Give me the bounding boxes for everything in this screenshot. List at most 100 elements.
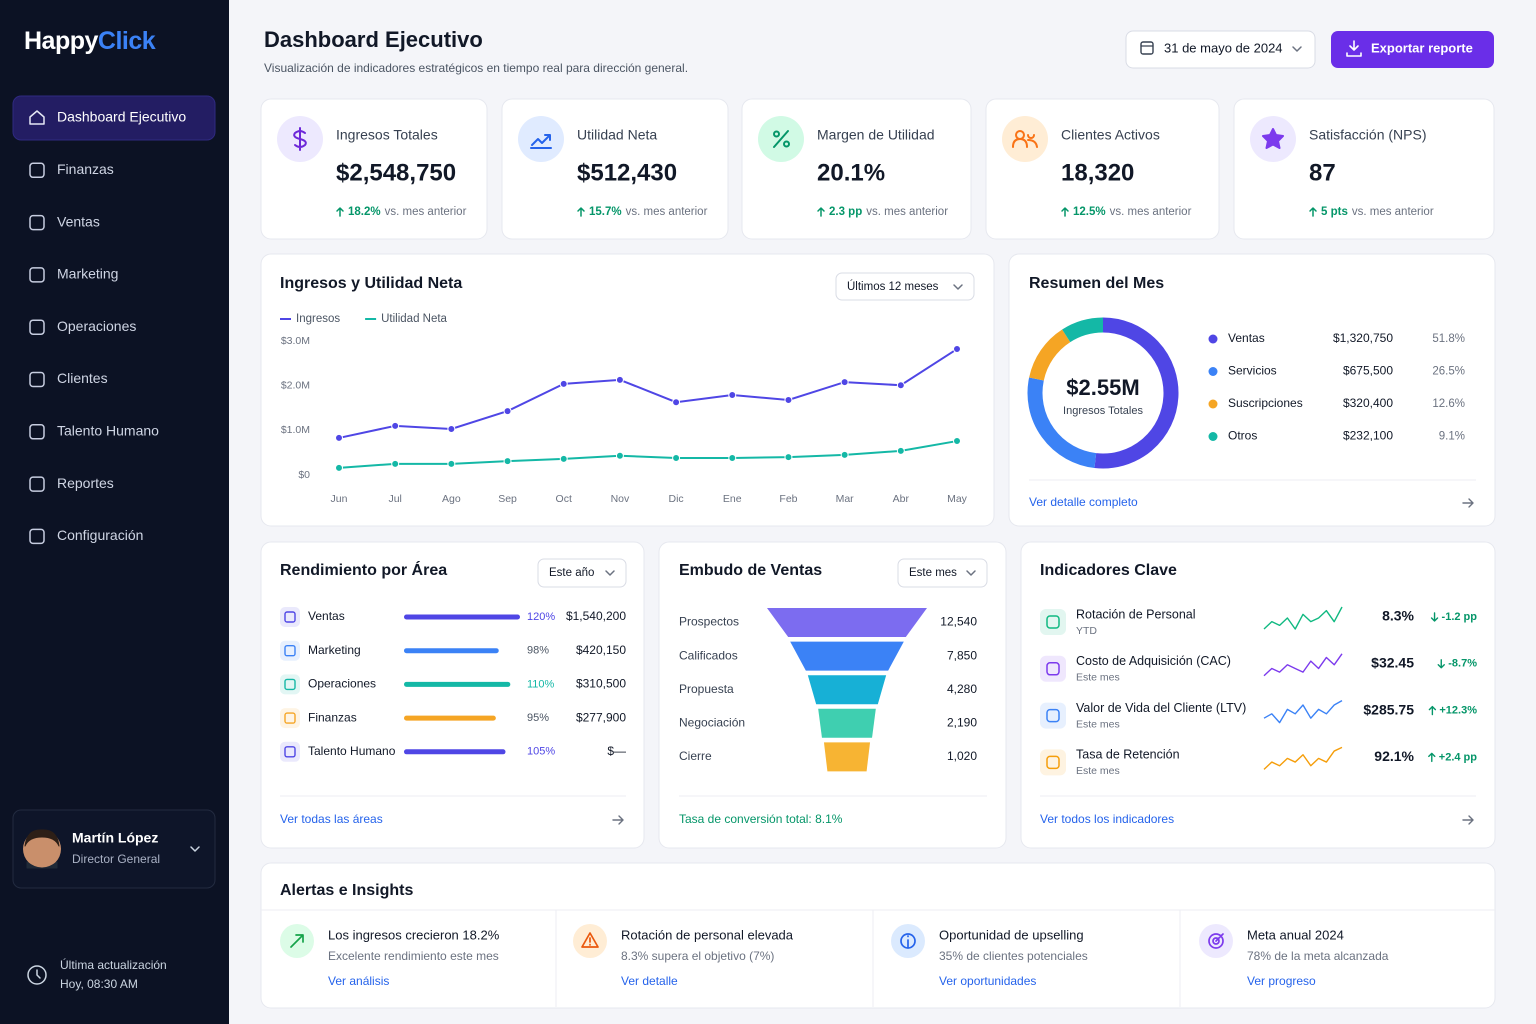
- stage-label: Propuesta: [679, 682, 734, 696]
- kpi-change: 18.2%: [348, 206, 381, 218]
- period-dropdown[interactable]: [897, 558, 988, 588]
- alert-glyph: [900, 933, 916, 949]
- line-series: [338, 440, 958, 469]
- stage-label: Negociación: [679, 715, 745, 729]
- alert-glyph: [290, 934, 304, 948]
- data-point: [953, 345, 961, 354]
- nav-item[interactable]: Configuración: [57, 527, 143, 543]
- link[interactable]: Ver detalle: [621, 974, 678, 988]
- x-tick-label: Feb: [779, 493, 797, 505]
- line-series: [338, 348, 958, 439]
- data-point: [728, 391, 737, 400]
- legend-label: Servicios: [1228, 364, 1277, 378]
- bar-label: 105%: [527, 746, 555, 758]
- period-label[interactable]: Este año: [549, 567, 594, 579]
- nav-item[interactable]: Finanzas: [57, 161, 114, 177]
- data-point: [615, 375, 624, 384]
- legend-amount: $1,320,750: [1333, 331, 1393, 345]
- stage-label: Prospectos: [679, 615, 739, 629]
- donut-center-value: $2.55M: [1066, 375, 1139, 400]
- legend-percent: 12.6%: [1432, 398, 1465, 410]
- link[interactable]: Ver detalle completo: [1029, 495, 1138, 509]
- bar-label: 98%: [527, 645, 549, 657]
- x-tick-label: Sep: [498, 493, 517, 505]
- export-button[interactable]: [1331, 31, 1494, 68]
- indicator-period: Este mes: [1076, 672, 1120, 684]
- change-arrow: [1428, 705, 1437, 716]
- period-dropdown[interactable]: [835, 272, 975, 301]
- nav-item[interactable]: Dashboard Ejecutivo: [57, 109, 186, 125]
- stage-value: 7,850: [947, 648, 977, 662]
- indicator-icon: [1040, 749, 1066, 776]
- indicator-change: +12.3%: [1439, 705, 1477, 717]
- logo-part: Click: [98, 27, 156, 55]
- funnel-stage: [823, 742, 871, 772]
- kpi-change: 5 pts: [1321, 206, 1348, 218]
- nav-item[interactable]: Clientes: [57, 370, 108, 386]
- legend-amount: $320,400: [1343, 396, 1393, 410]
- indicator-change: -1.2 pp: [1442, 611, 1478, 623]
- export-label[interactable]: Exportar reporte: [1371, 40, 1473, 55]
- area-name: Operaciones: [308, 677, 376, 691]
- card: [1233, 98, 1495, 240]
- logo: HappyClick: [24, 27, 156, 55]
- data-point: [896, 446, 905, 455]
- indicator-period: Este mes: [1076, 765, 1120, 777]
- nav-item[interactable]: Talento Humano: [57, 423, 159, 439]
- kpi-label: Utilidad Neta: [577, 127, 657, 143]
- kpi-label: Satisfacción (NPS): [1309, 127, 1426, 143]
- kpi-glyph: [773, 130, 790, 148]
- x-tick-label: Jun: [331, 493, 348, 505]
- period-label[interactable]: Este mes: [909, 567, 957, 579]
- area-icon: [280, 607, 300, 627]
- update-time: Hoy, 08:30 AM: [60, 977, 138, 991]
- period-dropdown[interactable]: [537, 558, 627, 588]
- clock-icon: [27, 965, 47, 985]
- user-card[interactable]: [12, 809, 216, 889]
- nav-item[interactable]: Marketing: [57, 266, 118, 282]
- arrow-icon: [1462, 498, 1474, 508]
- date-picker[interactable]: [1125, 30, 1316, 69]
- donut-segment: [1027, 377, 1097, 469]
- legend-dot: [1208, 334, 1218, 344]
- bar: [404, 715, 496, 721]
- data-point: [335, 433, 343, 442]
- data-point: [672, 398, 681, 407]
- chevron-icon: [1292, 46, 1302, 52]
- avatar-body: [26, 861, 58, 869]
- kpi-value: 87: [1309, 159, 1336, 186]
- alert-text: 35% de clientes potenciales: [939, 949, 1088, 963]
- area-name: Marketing: [308, 643, 361, 657]
- link[interactable]: Ver progreso: [1247, 974, 1316, 988]
- nav-active[interactable]: [12, 95, 216, 141]
- x-tick-label: Ago: [442, 493, 461, 505]
- stage-value: 2,190: [947, 715, 977, 729]
- x-tick-label: Ene: [723, 493, 742, 505]
- nav-item[interactable]: Ventas: [57, 213, 100, 229]
- y-tick-label: $0: [298, 469, 310, 481]
- nav-item[interactable]: Reportes: [57, 475, 114, 491]
- user-role: Director General: [72, 852, 160, 866]
- x-tick-label: Mar: [836, 493, 855, 505]
- kpi-icon: [518, 116, 564, 162]
- indicator-change: -8.7%: [1448, 658, 1477, 670]
- kpi-note: vs. mes anterior: [866, 206, 948, 218]
- link[interactable]: Ver todos los indicadores: [1040, 812, 1174, 826]
- kpi-change: 15.7%: [589, 206, 622, 218]
- legend-dot: [1208, 367, 1218, 376]
- avatar-hair: [24, 829, 60, 847]
- kpi-glyph: [530, 134, 552, 149]
- legend-percent: 26.5%: [1432, 366, 1465, 378]
- data-point: [559, 454, 568, 463]
- nav-item[interactable]: Operaciones: [57, 318, 136, 334]
- bar: [404, 749, 506, 755]
- kpi-label: Clientes Activos: [1061, 127, 1160, 143]
- link[interactable]: Ver análisis: [328, 974, 389, 988]
- indicator-icon-glyph: [1046, 708, 1060, 723]
- funnel-footer: Tasa de conversión total: 8.1%: [679, 812, 843, 826]
- indicator-icon: [1040, 609, 1066, 635]
- link[interactable]: Ver todas las áreas: [280, 812, 383, 826]
- chart-title: Indicadores Clave: [1040, 562, 1177, 579]
- link[interactable]: Ver oportunidades: [939, 974, 1036, 988]
- period-label[interactable]: Últimos 12 meses: [847, 280, 939, 293]
